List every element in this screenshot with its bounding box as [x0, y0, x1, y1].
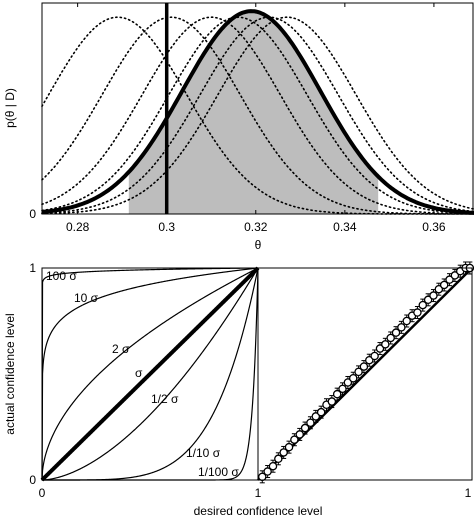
x-tick-label: 0.36: [422, 220, 446, 234]
calibration-y-label: actual confidence level: [3, 313, 17, 434]
x-tick-label: 0.3: [158, 220, 175, 234]
x-tick-label: 0.34: [333, 220, 357, 234]
posterior-panel: 0.28 0.3 0.32 0.34 0.36 0 θ p(θ | D): [3, 2, 474, 252]
credible-interval-shade: [128, 11, 379, 214]
calibration-curve: [40, 266, 260, 482]
data-point: [423, 295, 433, 305]
dotted-curve: [41, 16, 474, 215]
data-point: [439, 280, 449, 290]
x-tick-label: 0.32: [244, 220, 268, 234]
data-point: [279, 448, 288, 457]
identity-line: [257, 267, 473, 481]
data-point: [370, 351, 379, 361]
data-point: [268, 461, 278, 471]
dotted-curve: [41, 16, 474, 215]
data-point: [391, 328, 401, 337]
curve-label: 100 σ: [46, 269, 77, 283]
data-point: [338, 384, 347, 394]
data-point: [365, 355, 374, 365]
y-tick-label: 0: [29, 207, 36, 221]
data-point: [332, 389, 342, 399]
data-point: [386, 333, 395, 343]
dotted-curves: [41, 16, 474, 215]
data-point: [311, 412, 321, 421]
data-point: [429, 291, 438, 300]
empirical-panel: 1: [257, 261, 474, 500]
calibration-ticks: 0 1 0 1: [29, 261, 261, 500]
dotted-curve: [41, 16, 474, 215]
x-tick-label: 0: [39, 486, 46, 500]
y-tick-label: 1: [29, 261, 36, 275]
curve-label: 1/10 σ: [186, 446, 221, 460]
curve-label: 10 σ: [74, 291, 99, 305]
empirical-points: [258, 261, 474, 484]
data-point: [450, 271, 460, 280]
calibration-curve: [41, 267, 259, 481]
data-point: [306, 418, 315, 428]
calibration-panel: 0 1 0 1 100 σ 10 σ 2 σ σ 1/2 σ 1/10 σ 1/100 σ act…: [3, 261, 322, 518]
curve-label: 1/2 σ: [151, 392, 179, 406]
data-point: [263, 467, 272, 476]
curve-label: 2 σ: [112, 342, 130, 356]
calibration-curve-labels: 100 σ 10 σ 2 σ σ 1/2 σ 1/10 σ 1/100 σ: [46, 269, 239, 479]
calibration-curve: [41, 267, 259, 481]
calibration-curve: [41, 267, 259, 481]
data-point: [327, 397, 337, 406]
x-tick-label: 1: [465, 486, 472, 500]
x-tick-label: 0.28: [66, 220, 90, 234]
data-point: [381, 340, 390, 349]
data-point: [413, 308, 422, 317]
data-point: [316, 407, 326, 417]
data-point: [274, 454, 283, 464]
calibration-x-label: desired confidence level: [194, 504, 323, 518]
empirical-axes-frame: [257, 267, 473, 481]
data-point: [348, 373, 358, 383]
dotted-curve: [41, 16, 474, 215]
posterior-axes-frame: [41, 2, 474, 215]
posterior-ticks: 0.28 0.3 0.32 0.34 0.36 0: [29, 3, 446, 234]
dotted-curve: [41, 16, 474, 214]
data-point: [397, 323, 406, 332]
curve-label: σ: [135, 366, 143, 380]
data-point: [343, 378, 353, 387]
curve-label: 1/100 σ: [198, 465, 239, 479]
data-point: [284, 442, 294, 452]
empirical-ticks: 1: [465, 486, 472, 500]
data-point: [434, 284, 444, 294]
data-point: [295, 430, 304, 439]
dotted-curve: [41, 16, 474, 215]
data-point: [300, 423, 310, 433]
data-point: [402, 316, 411, 326]
posterior-y-label: p(θ | D): [3, 88, 17, 128]
data-point: [359, 362, 369, 371]
data-point: [375, 344, 385, 353]
data-point: [354, 367, 363, 377]
posterior-curve: [41, 9, 474, 215]
data-point: [445, 275, 454, 284]
y-tick-label: 0: [29, 473, 36, 487]
x-tick-label: 1: [255, 486, 262, 500]
data-point: [290, 435, 299, 444]
posterior-x-label: θ: [255, 238, 262, 252]
data-point: [418, 300, 428, 310]
